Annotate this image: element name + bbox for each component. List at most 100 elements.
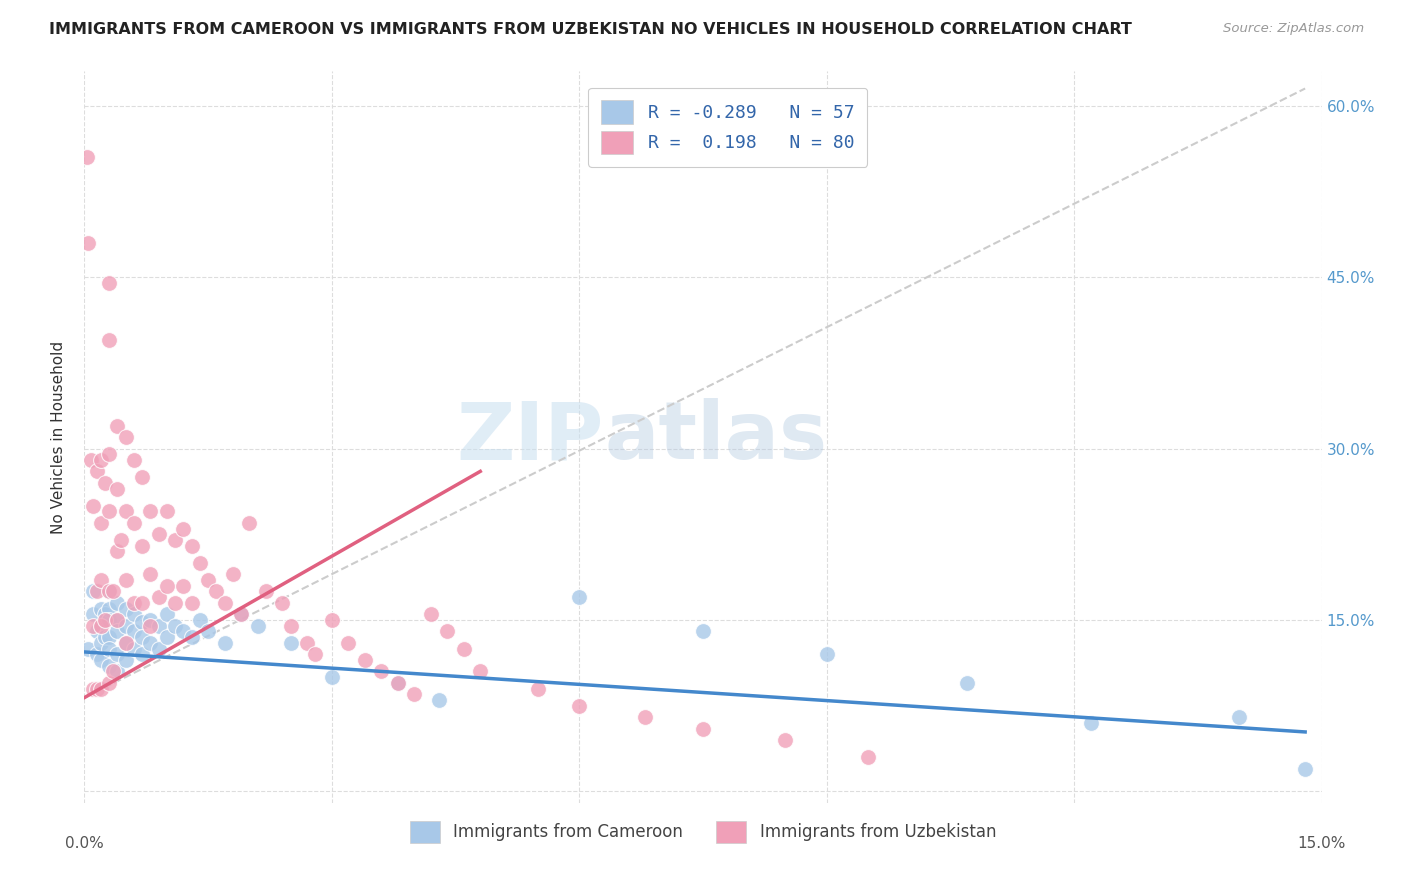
Point (98, 276, 121, 290)
Point (131, 470, 153, 484)
Point (114, 573, 136, 587)
Point (197, 573, 219, 587)
Point (180, 630, 202, 644)
Point (90, 618, 112, 632)
Point (86, 647, 108, 661)
Point (280, 618, 302, 632)
Point (122, 624, 145, 639)
Point (148, 641, 170, 656)
Point (172, 624, 194, 639)
Point (122, 516, 145, 530)
Point (90, 573, 112, 587)
Point (470, 665, 492, 679)
Text: Source: ZipAtlas.com: Source: ZipAtlas.com (1223, 22, 1364, 36)
Point (222, 567, 245, 582)
Point (148, 618, 170, 632)
Point (427, 693, 450, 707)
Point (131, 630, 153, 644)
Point (139, 613, 162, 627)
Point (321, 613, 343, 627)
Point (387, 675, 409, 690)
Point (271, 596, 294, 610)
Point (90, 681, 112, 696)
Point (80, 453, 103, 467)
Point (180, 539, 202, 553)
Point (568, 590, 591, 604)
Point (98, 504, 121, 518)
Point (86, 624, 108, 639)
Point (956, 675, 979, 690)
Point (105, 624, 128, 639)
Point (105, 482, 128, 496)
Point (103, 584, 125, 599)
Point (692, 722, 714, 736)
Point (103, 665, 125, 679)
Legend: Immigrants from Cameroon, Immigrants from Uzbekistan: Immigrants from Cameroon, Immigrants fro… (404, 814, 1002, 849)
Point (229, 607, 252, 622)
Point (856, 750, 879, 764)
Point (105, 613, 128, 627)
Point (295, 636, 318, 650)
Point (98, 613, 121, 627)
Point (86, 464, 108, 478)
Point (114, 618, 136, 632)
Point (1294, 762, 1316, 776)
Point (370, 665, 392, 679)
Point (165, 596, 187, 610)
Point (105, 418, 128, 433)
Point (105, 596, 128, 610)
Point (214, 636, 236, 650)
Point (122, 641, 145, 656)
Point (815, 647, 838, 661)
Point (76, 150, 98, 164)
Point (527, 681, 550, 696)
Point (114, 430, 136, 444)
Point (82, 618, 104, 632)
Point (229, 607, 252, 622)
Point (110, 533, 132, 547)
Point (77, 235, 100, 250)
Point (156, 579, 179, 593)
Point (1080, 715, 1102, 730)
Text: IMMIGRANTS FROM CAMEROON VS IMMIGRANTS FROM UZBEKISTAN NO VEHICLES IN HOUSEHOLD : IMMIGRANTS FROM CAMEROON VS IMMIGRANTS F… (49, 22, 1132, 37)
Point (98, 658, 121, 673)
Point (114, 636, 136, 650)
Point (114, 504, 136, 518)
Point (98, 447, 121, 461)
Point (404, 687, 426, 701)
Point (692, 624, 714, 639)
Point (82, 584, 104, 599)
Point (568, 698, 591, 713)
Point (188, 556, 211, 570)
Point (139, 504, 162, 518)
Point (131, 596, 153, 610)
Point (90, 636, 112, 650)
Point (98, 630, 121, 644)
Point (98, 641, 121, 656)
Point (98, 584, 121, 599)
Point (98, 601, 121, 615)
Point (238, 516, 260, 530)
Point (246, 618, 269, 632)
Point (139, 618, 162, 632)
Point (148, 527, 170, 541)
Point (90, 453, 112, 467)
Point (254, 584, 277, 599)
Point (197, 624, 219, 639)
Point (94, 607, 117, 622)
Point (156, 504, 179, 518)
Point (86, 681, 108, 696)
Point (321, 670, 343, 684)
Point (98, 675, 121, 690)
Point (304, 647, 326, 661)
Point (77, 641, 100, 656)
Point (86, 584, 108, 599)
Point (114, 601, 136, 615)
Point (353, 653, 375, 667)
Y-axis label: No Vehicles in Household: No Vehicles in Household (51, 341, 66, 533)
Point (131, 615, 153, 630)
Point (94, 475, 117, 490)
Point (180, 596, 202, 610)
Point (453, 641, 475, 656)
Point (172, 579, 194, 593)
